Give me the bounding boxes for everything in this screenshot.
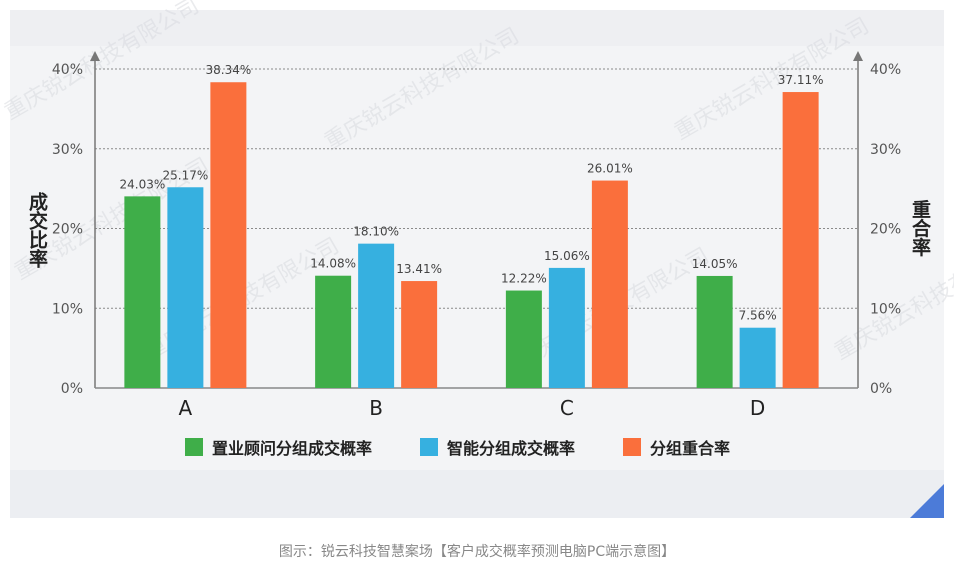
bar-value-label: 13.41%: [396, 262, 442, 276]
legend-label: 智能分组成交概率: [447, 439, 576, 458]
legend: 置业顾问分组成交概率 智能分组成交概率 分组重合率: [185, 436, 778, 458]
bar-value-label: 37.11%: [778, 73, 824, 87]
bar: [782, 92, 819, 388]
bar: [167, 187, 204, 388]
legend-item-series-3: 分组重合率: [623, 436, 730, 458]
bar: [505, 290, 542, 388]
bottom-strip: [10, 470, 944, 518]
legend-swatch-blue: [420, 438, 439, 456]
y-tick-label-left: 40%: [52, 62, 83, 78]
legend-label: 分组重合率: [650, 439, 731, 458]
y-tick-label-right: 30%: [870, 142, 901, 158]
bar-value-label: 25.17%: [162, 168, 208, 182]
x-tick-label: C: [560, 396, 574, 420]
watermark-text: 重庆锐云科技有限公司: [671, 14, 874, 146]
y-tick-label-left: 0%: [61, 381, 83, 397]
bar: [591, 180, 628, 388]
bar: [548, 267, 585, 388]
watermark-text: 重庆锐云科技有限公司: [1, 0, 204, 125]
y-tick-label-right: 0%: [870, 381, 892, 397]
watermark-text: 重庆锐云科技有限公司: [321, 24, 524, 156]
y-axis-label-left: 成交比率: [26, 191, 48, 269]
x-tick-label: D: [750, 396, 765, 420]
y-axis-right-arrow: [853, 51, 863, 61]
y-axis-label-right: 重合率: [909, 199, 931, 257]
y-tick-label-left: 10%: [52, 301, 83, 317]
x-tick-label: B: [369, 396, 383, 420]
y-axis-left-arrow: [90, 51, 100, 61]
bar: [696, 275, 733, 388]
bar: [358, 243, 395, 388]
bar: [124, 196, 161, 388]
bar: [210, 82, 247, 389]
y-tick-label-left: 20%: [52, 222, 83, 238]
legend-item-series-1: 置业顾问分组成交概率: [185, 436, 372, 458]
top-strip: [10, 10, 944, 46]
legend-item-series-2: 智能分组成交概率: [420, 436, 575, 458]
bars: [124, 82, 819, 389]
bar-value-label: 14.05%: [692, 257, 738, 271]
corner-fold: [910, 484, 944, 518]
bar-value-label: 15.06%: [544, 249, 590, 263]
y-tick-label-right: 40%: [870, 62, 901, 78]
bar: [401, 281, 438, 388]
y-tick-label-right: 20%: [870, 222, 901, 238]
bar-value-label: 24.03%: [119, 177, 165, 191]
bar: [739, 327, 776, 388]
bar-value-label: 18.10%: [353, 225, 399, 239]
y-tick-label-left: 30%: [52, 142, 83, 158]
bar: [315, 275, 352, 388]
legend-swatch-green: [185, 438, 203, 456]
x-tick-label: A: [179, 396, 193, 420]
data-labels: 24.03%25.17% 38.34% A 14.08% 18.10% 13.41% B 12…: [119, 63, 823, 420]
legend-label: 置业顾问分组成交概率: [212, 439, 373, 458]
figure-caption: 图示：锐云科技智慧案场【客户成交概率预测电脑PC端示意图】: [278, 544, 676, 560]
bar-value-label: 38.34%: [205, 63, 251, 77]
legend-swatch-orange: [623, 438, 642, 456]
y-tick-label-right: 10%: [870, 301, 901, 317]
bar-value-label: 14.08%: [310, 257, 356, 271]
bar-value-label: 7.56%: [739, 309, 777, 323]
bar-value-label: 12.22%: [501, 272, 547, 286]
bar-chart: 重庆锐云科技有限公司 重庆锐云科技有限公司 重庆锐云科技有限公司重庆锐云科技有限公司…: [1, 0, 954, 420]
bar-value-label: 26.01%: [587, 162, 633, 176]
watermark-text: 重庆锐云科技有限公司: [831, 234, 954, 366]
grid-lines: 0% 0% 10% 10% 20% 20% 30% 30% 40% 40%: [52, 62, 901, 397]
